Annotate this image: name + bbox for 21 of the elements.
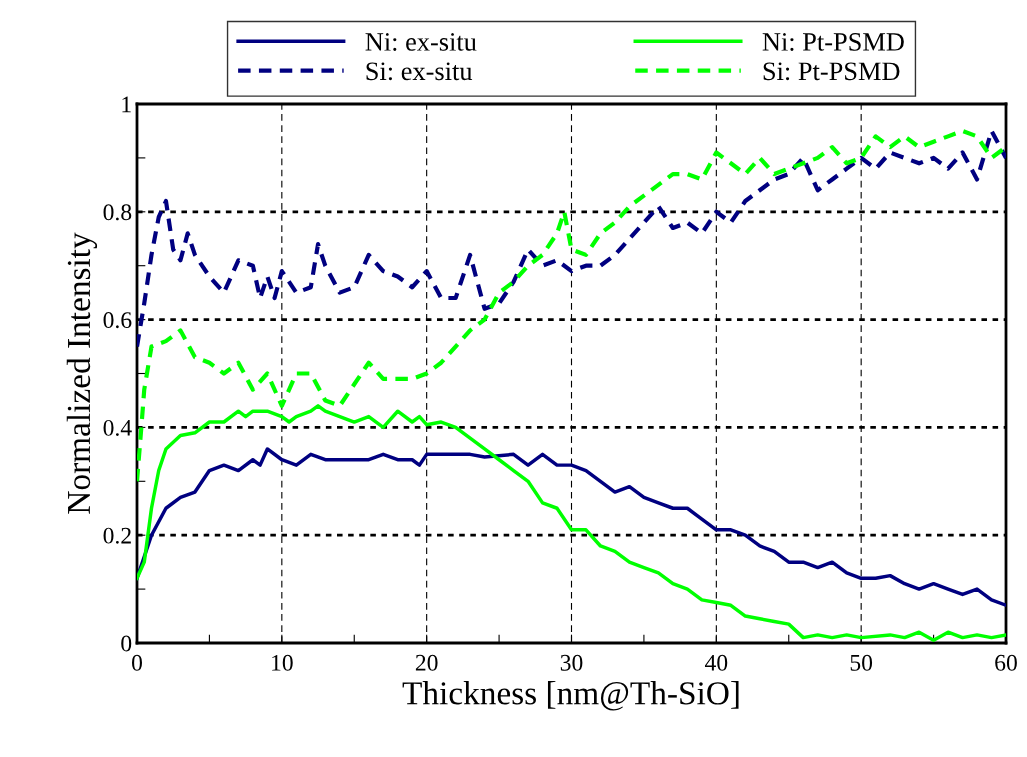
x-tick-label: 60 [995, 654, 1017, 671]
legend-label: Si: ex-situ [366, 62, 473, 81]
y-tick-label: 0.4 [103, 419, 132, 436]
line-series [137, 128, 1006, 349]
legend-label: Ni: ex-situ [365, 33, 477, 51]
line-series [137, 447, 1006, 608]
x-tick-label: 10 [272, 654, 293, 671]
x-tick-label: 40 [704, 654, 728, 671]
y-tick-label: 0 [121, 635, 132, 652]
y-tick-label: 0.2 [103, 527, 131, 544]
x-tick-label: 20 [415, 654, 438, 671]
legend-label: Ni: Pt-PSMD [762, 33, 904, 51]
y-tick-label: 0.8 [103, 204, 132, 221]
legend-label: Si: Pt-PSMD [763, 62, 900, 81]
y-tick-label: 1 [122, 96, 131, 113]
x-tick-label: 50 [850, 654, 873, 671]
x-tick-label: 30 [560, 654, 583, 671]
y-tick-label: 0.6 [103, 312, 132, 329]
y-axis-title: Normalized Intensity [66, 232, 98, 514]
line-series [137, 128, 1006, 484]
x-axis-title: Thickness [nm@Th-SiO] [402, 681, 739, 711]
